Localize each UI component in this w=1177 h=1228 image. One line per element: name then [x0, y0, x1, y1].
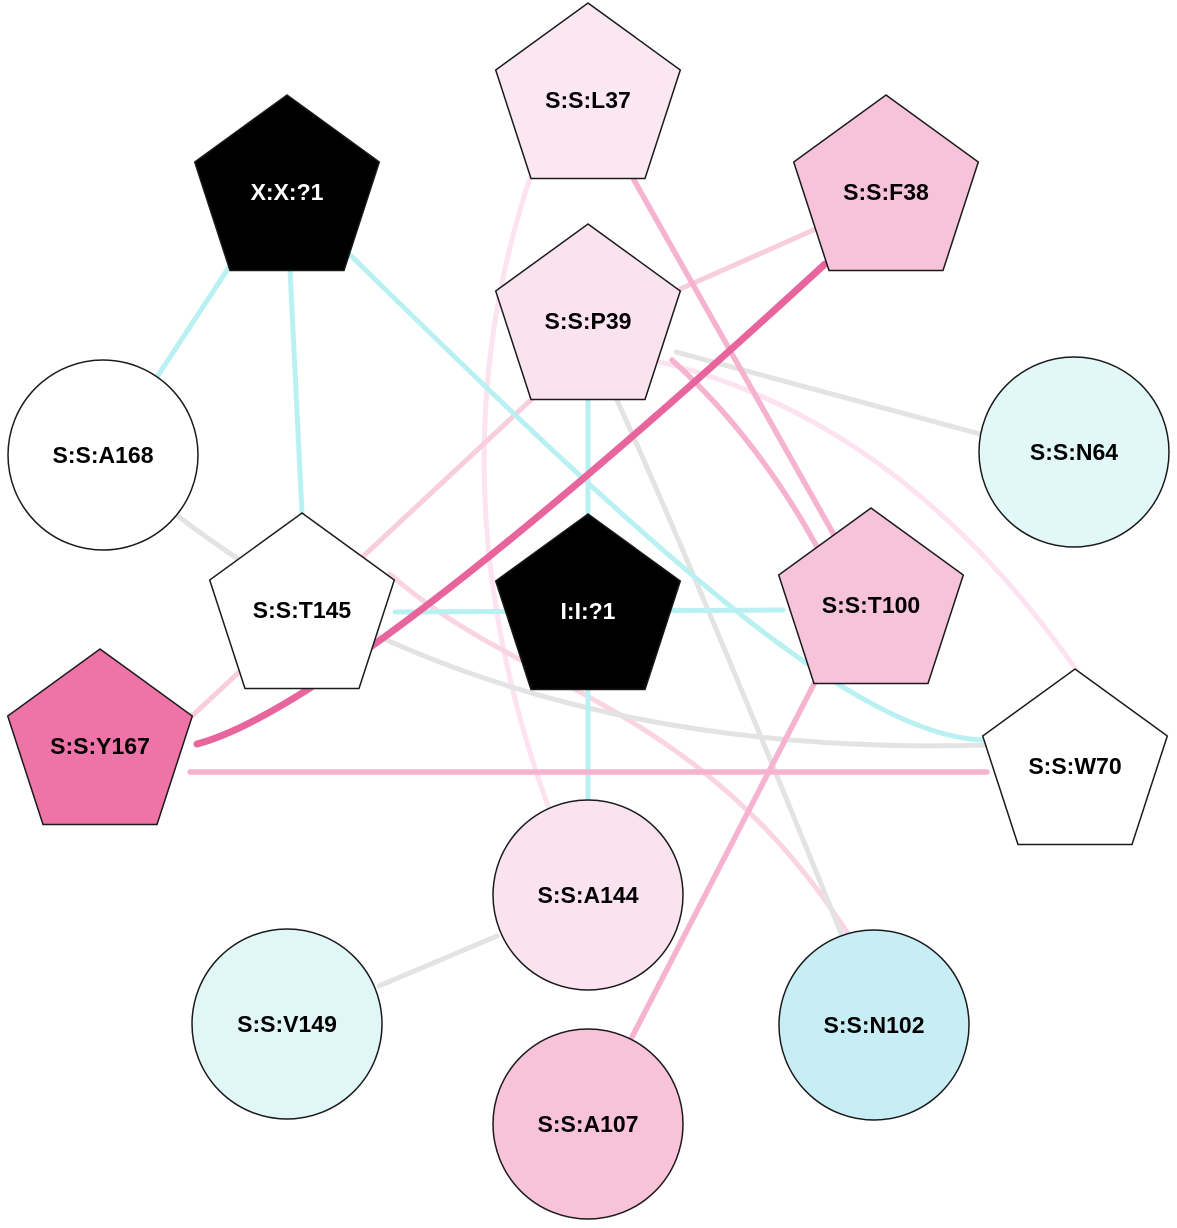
node-s-s-a168[interactable]: S:S:A168: [7, 359, 199, 551]
node-layer: X:X:?1 S:S:L37 S:S:F38 S:S:P39 S:S:A168 S:S:N…: [6, 2, 1170, 1220]
edge-s-s-p39--s-s-n64[interactable]: [673, 349, 983, 437]
node-circle-s-s-n102[interactable]: [778, 929, 970, 1121]
node-pentagon-x-x-1[interactable]: [193, 94, 381, 272]
edge-s-s-p39--s-s-w70[interactable]: [657, 359, 1078, 671]
edge-s-s-t145--s-s-n102[interactable]: [387, 571, 855, 943]
node-x-x-1[interactable]: X:X:?1: [193, 94, 381, 272]
node-s-s-w70[interactable]: S:S:W70: [981, 668, 1169, 846]
node-circle-s-s-a168[interactable]: [7, 359, 199, 551]
node-pentagon-s-s-t100[interactable]: [777, 507, 965, 685]
node-circle-s-s-v149[interactable]: [191, 928, 383, 1120]
node-s-s-a107[interactable]: S:S:A107: [492, 1028, 684, 1220]
node-circle-s-s-a107[interactable]: [492, 1028, 684, 1220]
node-s-s-v149[interactable]: S:S:V149: [191, 928, 383, 1120]
node-s-s-p39[interactable]: S:S:P39: [494, 223, 682, 401]
node-pentagon-s-s-y167[interactable]: [6, 648, 194, 826]
edge-s-s-t100--s-s-a107[interactable]: [628, 679, 818, 1042]
node-pentagon-s-s-w70[interactable]: [981, 668, 1169, 846]
edge-s-s-l37--s-s-t100[interactable]: [631, 177, 841, 545]
node-s-s-n64[interactable]: S:S:N64: [978, 356, 1170, 548]
node-s-s-t100[interactable]: S:S:T100: [777, 507, 965, 685]
node-circle-s-s-n64[interactable]: [978, 356, 1170, 548]
edge-x-x-1--s-s-w70[interactable]: [337, 242, 990, 743]
node-s-s-y167[interactable]: S:S:Y167: [6, 648, 194, 826]
node-circle-s-s-a144[interactable]: [492, 799, 684, 991]
node-s-s-f38[interactable]: S:S:F38: [792, 94, 980, 272]
edge-s-s-f38--s-s-p39[interactable]: [675, 225, 821, 293]
node-s-s-a144[interactable]: S:S:A144: [492, 799, 684, 991]
node-pentagon-s-s-f38[interactable]: [792, 94, 980, 272]
edge-x-x-1--s-s-t145[interactable]: [287, 267, 305, 516]
node-pentagon-s-s-t145[interactable]: [208, 512, 396, 690]
node-s-s-n102[interactable]: S:S:N102: [778, 929, 970, 1121]
node-pentagon-i-i-1[interactable]: [494, 513, 682, 691]
edge-s-s-a144--s-s-v149[interactable]: [376, 933, 500, 989]
node-pentagon-s-s-l37[interactable]: [494, 2, 682, 180]
edge-s-s-p39--s-s-n102[interactable]: [613, 395, 846, 941]
node-s-s-l37[interactable]: S:S:L37: [494, 2, 682, 180]
edge-x-x-1--s-s-a168[interactable]: [154, 255, 238, 380]
edge-s-s-l37--s-s-a144[interactable]: [481, 175, 551, 809]
node-pentagon-s-s-p39[interactable]: [494, 223, 682, 401]
node-s-s-t145[interactable]: S:S:T145: [208, 512, 396, 690]
edge-s-s-f38--s-s-y167[interactable]: [193, 260, 829, 748]
